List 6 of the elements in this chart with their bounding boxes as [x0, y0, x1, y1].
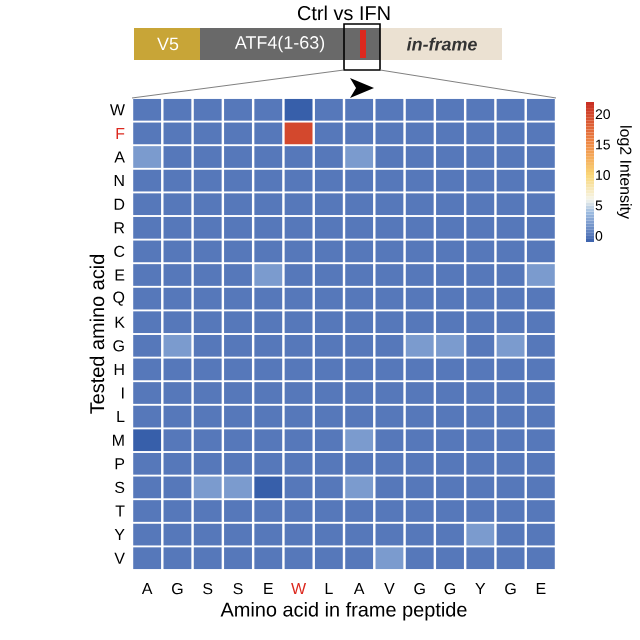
x-axis-title: Amino acid in frame peptide — [220, 602, 467, 621]
text: in-frame — [406, 37, 477, 51]
chart-title: Ctrl vs IFN — [297, 5, 390, 21]
text: ATF4(1-63) — [234, 35, 325, 53]
text: V5 — [157, 37, 179, 51]
y-axis-title: Tested amino acid — [89, 255, 105, 414]
